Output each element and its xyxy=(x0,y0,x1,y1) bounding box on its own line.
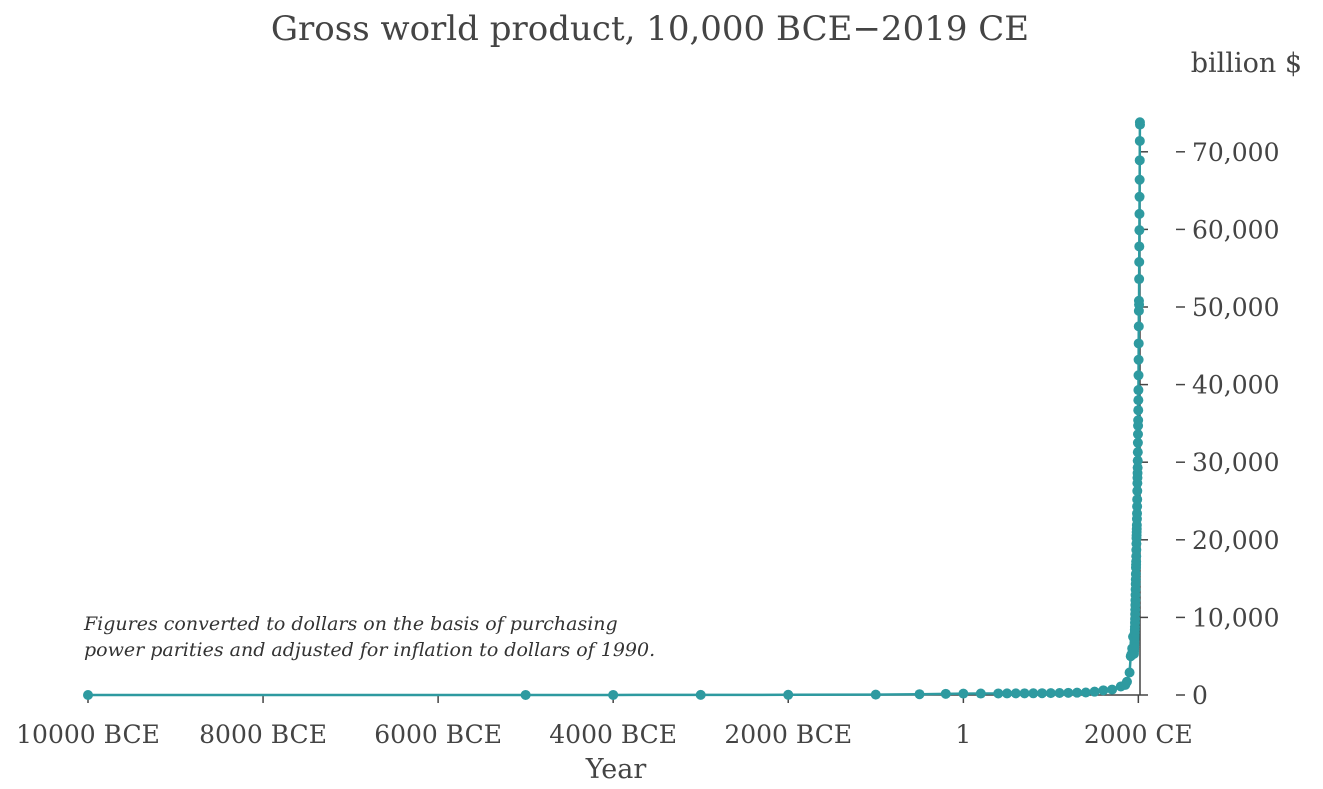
chart-title: Gross world product, 10,000 BCE−2019 CE xyxy=(271,9,1029,49)
y-tick-label: 70,000 xyxy=(1192,138,1279,167)
x-tick-label: 6000 BCE xyxy=(374,720,502,749)
data-point xyxy=(1019,688,1030,699)
data-point xyxy=(1107,684,1118,695)
data-point xyxy=(1010,688,1021,699)
x-axis-ticks: 10000 BCE 8000 BCE 6000 BCE 4000 BCE 2000 BC… xyxy=(16,695,1193,749)
data-point xyxy=(1133,385,1144,396)
y-axis-ticks: 0 10,000 20,000 30,000 40,000 50,000 60,000 70,… xyxy=(1140,138,1279,710)
data-point xyxy=(1054,687,1065,698)
data-point xyxy=(940,688,951,699)
data-point xyxy=(1028,688,1039,699)
y-unit-label: billion $ xyxy=(1191,48,1302,79)
data-point xyxy=(1080,687,1091,698)
data-point xyxy=(1121,676,1132,687)
x-tick-label: 10000 BCE xyxy=(16,720,160,749)
data-point xyxy=(975,688,986,699)
data-point xyxy=(914,689,925,700)
data-point xyxy=(1133,395,1144,406)
data-point xyxy=(608,689,619,700)
data-point xyxy=(1098,685,1109,696)
data-point xyxy=(1134,208,1145,219)
data-point xyxy=(1134,225,1145,236)
data-point xyxy=(958,688,969,699)
data-point xyxy=(1132,429,1143,440)
data-point xyxy=(1135,119,1145,130)
x-tick-label: 8000 BCE xyxy=(199,720,327,749)
data-point xyxy=(1134,155,1145,166)
series-gwp xyxy=(83,117,1145,700)
data-point xyxy=(1063,687,1074,698)
chart-annotation: Figures converted to dollars on the basi… xyxy=(83,613,655,661)
data-point xyxy=(1089,686,1100,697)
data-point xyxy=(1132,485,1143,496)
series-line xyxy=(87,121,1142,697)
data-point xyxy=(1134,241,1145,252)
x-tick-label: 2000 BCE xyxy=(724,720,852,749)
data-point xyxy=(695,689,706,700)
data-point xyxy=(1134,135,1145,146)
data-point xyxy=(1133,338,1144,349)
data-point xyxy=(1132,494,1143,505)
data-point xyxy=(1133,321,1144,332)
data-point xyxy=(783,689,794,700)
y-tick-label: 60,000 xyxy=(1192,215,1279,244)
y-tick-label: 40,000 xyxy=(1192,371,1279,400)
data-point xyxy=(83,689,93,700)
data-point xyxy=(1132,508,1143,519)
data-point xyxy=(1045,688,1056,699)
x-tick-label: 4000 BCE xyxy=(549,720,677,749)
data-point xyxy=(1133,354,1144,365)
data-point xyxy=(1132,447,1143,458)
data-point xyxy=(1132,501,1143,512)
data-point xyxy=(1072,687,1083,698)
data-point xyxy=(1133,415,1144,426)
annotation-line-2: power parities and adjusted for inflatio… xyxy=(84,639,655,661)
data-point xyxy=(870,689,881,700)
annotation-line-1: Figures converted to dollars on the basi… xyxy=(83,613,618,635)
data-point xyxy=(1134,299,1145,310)
data-point xyxy=(993,688,1004,699)
data-point xyxy=(1132,437,1143,448)
data-point xyxy=(1132,455,1143,466)
y-tick-label: 0 xyxy=(1192,681,1208,710)
data-point xyxy=(1133,370,1144,381)
data-point xyxy=(1134,174,1145,185)
data-point xyxy=(1133,405,1144,416)
data-point xyxy=(1134,256,1145,267)
data-point xyxy=(520,689,531,700)
y-tick-label: 20,000 xyxy=(1192,526,1279,555)
y-tick-label: 30,000 xyxy=(1192,448,1279,477)
data-point xyxy=(1132,462,1143,473)
x-tick-label: 1 xyxy=(955,720,971,749)
x-axis-label: Year xyxy=(585,754,647,785)
data-point xyxy=(1134,274,1145,285)
data-point xyxy=(1037,688,1048,699)
data-point xyxy=(1002,688,1013,699)
data-point xyxy=(1134,191,1145,202)
x-tick-label: 2000 CE xyxy=(1084,720,1193,749)
y-tick-label: 50,000 xyxy=(1192,293,1279,322)
y-tick-label: 10,000 xyxy=(1192,603,1279,632)
data-point xyxy=(1124,667,1135,678)
